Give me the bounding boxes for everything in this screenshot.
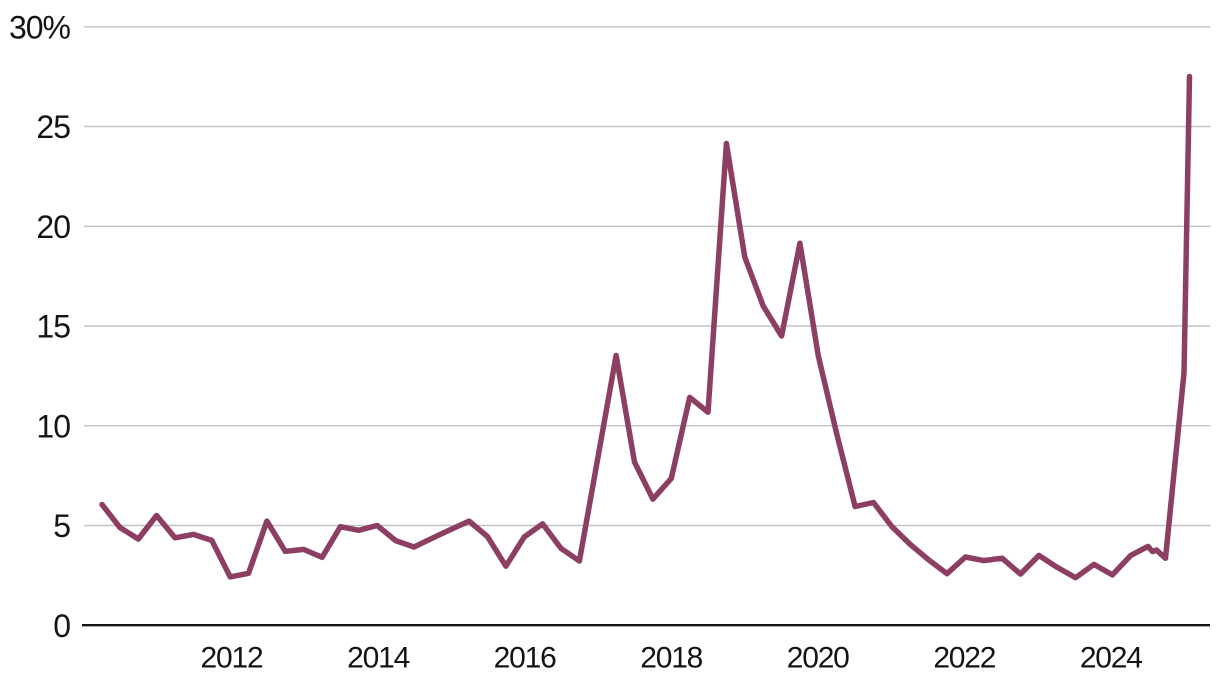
svg-text:30%: 30% (9, 10, 71, 46)
svg-text:2012: 2012 (201, 642, 263, 675)
svg-text:5: 5 (53, 508, 70, 544)
svg-text:2016: 2016 (494, 642, 556, 675)
svg-text:2020: 2020 (787, 642, 849, 675)
svg-text:0: 0 (53, 608, 70, 644)
svg-text:2024: 2024 (1080, 642, 1142, 675)
svg-text:2014: 2014 (347, 642, 409, 675)
svg-text:15: 15 (36, 309, 70, 345)
svg-text:10: 10 (36, 408, 70, 444)
svg-text:2018: 2018 (640, 642, 702, 675)
svg-text:2022: 2022 (933, 642, 995, 675)
svg-text:25: 25 (36, 109, 70, 145)
svg-text:20: 20 (36, 209, 70, 245)
